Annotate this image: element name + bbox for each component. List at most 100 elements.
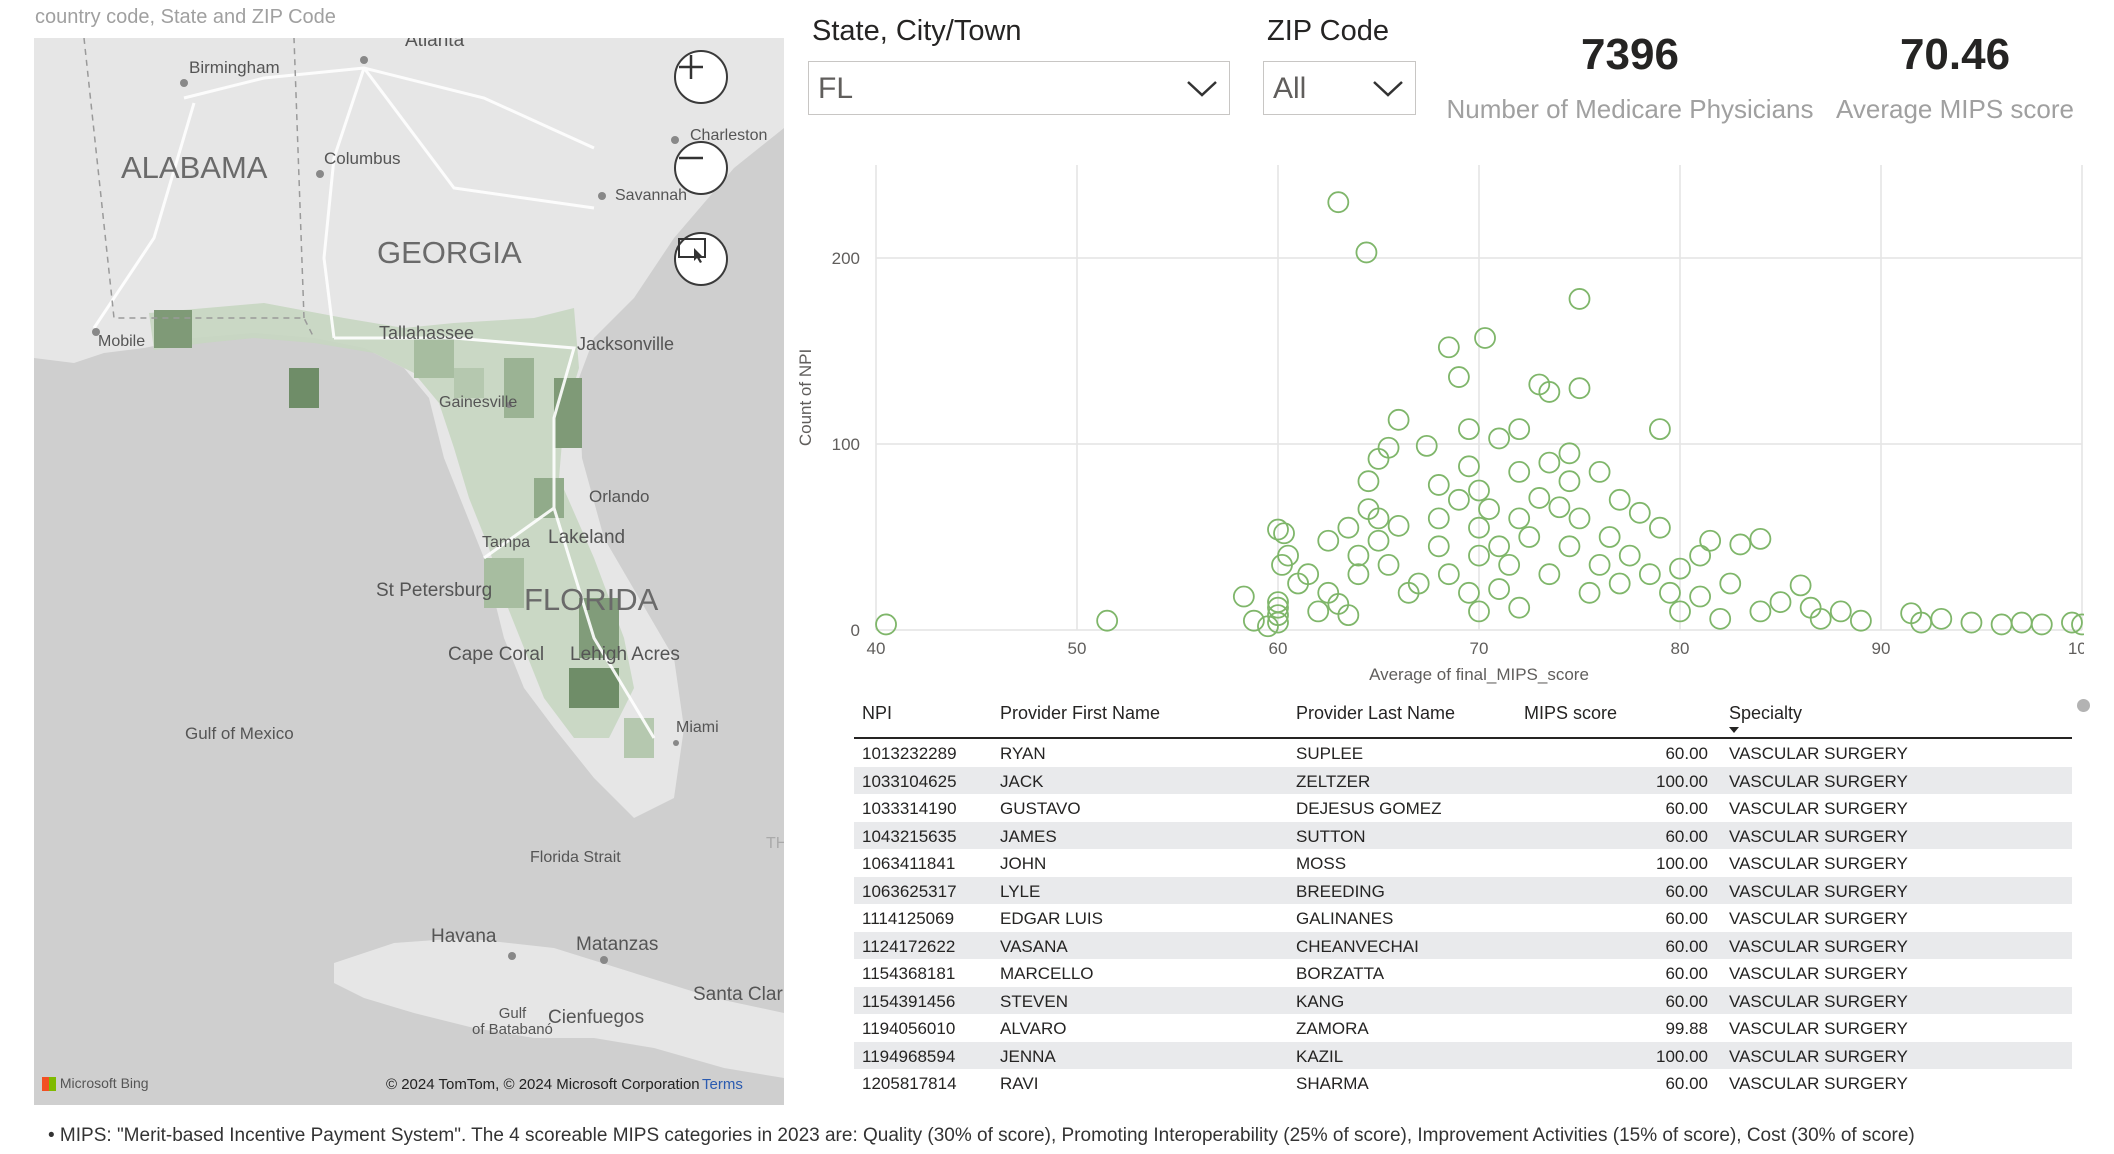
scatter-point[interactable] xyxy=(1789,574,1812,597)
scatter-point[interactable] xyxy=(1829,600,1852,623)
scatter-point[interactable] xyxy=(1488,427,1510,450)
scatter-point[interactable] xyxy=(1347,544,1370,567)
scatter-point[interactable] xyxy=(1488,578,1510,600)
scatter-point[interactable] xyxy=(1377,553,1400,576)
table-row[interactable]: 1033104625 JACK ZELTZER 100.00 VASCULAR SURG… xyxy=(854,766,2072,794)
scatter-point[interactable] xyxy=(1377,436,1400,459)
scatter-point[interactable] xyxy=(1317,529,1340,552)
scatter-point[interactable] xyxy=(1538,563,1561,586)
scatter-point[interactable] xyxy=(2030,613,2053,636)
scatter-point[interactable] xyxy=(1357,470,1380,493)
scatter-point[interactable] xyxy=(1689,585,1711,608)
scatter-point[interactable] xyxy=(1468,544,1490,567)
select-area-button[interactable] xyxy=(674,232,728,286)
scatter-point[interactable] xyxy=(875,613,897,636)
scatter-point[interactable] xyxy=(1468,516,1490,539)
table-row[interactable]: 1063411841 JOHN MOSS 100.00 VASCULAR SURGERY xyxy=(854,849,2072,877)
scatter-point[interactable] xyxy=(1448,488,1470,511)
scatter-point[interactable] xyxy=(1508,507,1531,530)
scatter-point[interactable] xyxy=(1297,563,1320,586)
scatter-point[interactable] xyxy=(1498,553,1521,576)
scatter-point[interactable] xyxy=(1273,522,1295,545)
scatter-point[interactable] xyxy=(1427,507,1450,530)
scatter-point[interactable] xyxy=(1367,529,1390,552)
scatter-point[interactable] xyxy=(2071,613,2084,636)
table-row[interactable]: 1063625317 LYLE BREEDING 60.00 VASCULAR SURG… xyxy=(854,876,2072,904)
scatter-point[interactable] xyxy=(1232,585,1255,608)
scatter-point[interactable] xyxy=(1719,572,1742,595)
scatter-point[interactable] xyxy=(1659,581,1681,604)
scatter-point[interactable] xyxy=(1458,418,1480,441)
scatter-point[interactable] xyxy=(1568,377,1591,400)
scatter-point[interactable] xyxy=(1990,613,2013,636)
table-row[interactable]: 1154391456 STEVEN KANG 60.00 VASCULAR SURGER… xyxy=(854,986,2072,1014)
scatter-point[interactable] xyxy=(1488,535,1510,558)
scatter-point[interactable] xyxy=(1367,507,1390,530)
table-row[interactable]: 1194968594 JENNA KAZIL 100.00 VASCULAR SURGE… xyxy=(854,1041,2072,1069)
scatter-point[interactable] xyxy=(1448,366,1470,388)
scatter-point[interactable] xyxy=(1769,591,1792,614)
scatter-point[interactable] xyxy=(1327,191,1350,214)
scatter-point[interactable] xyxy=(1508,596,1531,619)
scatter-point[interactable] xyxy=(1337,604,1360,627)
scatter-point[interactable] xyxy=(1415,434,1438,457)
scatter-point[interactable] xyxy=(1669,600,1691,623)
scatter-point[interactable] xyxy=(1588,553,1611,576)
table-row[interactable]: 1043215635 JAMES SUTTON 60.00 VASCULAR SURGE… xyxy=(854,821,2072,849)
scatter-point[interactable] xyxy=(1458,581,1480,604)
scatter-point[interactable] xyxy=(1468,600,1490,623)
scatter-point[interactable] xyxy=(1337,516,1360,539)
scatter-point[interactable] xyxy=(1669,557,1691,580)
scatter-point[interactable] xyxy=(1267,596,1289,619)
zoom-out-button[interactable] xyxy=(674,141,728,195)
table-row[interactable]: 1033314190 GUSTAVO DEJESUS GOMEZ 60.00 VASCU… xyxy=(854,794,2072,822)
scatter-point[interactable] xyxy=(1850,609,1872,632)
scatter-point[interactable] xyxy=(1387,514,1410,537)
column-header-last-name[interactable]: Provider Last Name xyxy=(1296,703,1456,723)
table-row[interactable]: 1013232289 RYAN SUPLEE 60.00 VASCULAR SURGER… xyxy=(854,739,2072,767)
state-city-dropdown[interactable]: FL xyxy=(808,61,1230,115)
map-visual[interactable]: Atlanta Birmingham ALABAMA Columbus GEOR… xyxy=(34,38,784,1105)
scatter-point[interactable] xyxy=(1608,572,1631,595)
table-row[interactable]: 1205817814 RAVI SHARMA 60.00 VASCULAR SURGER… xyxy=(854,1069,2072,1097)
scatter-point[interactable] xyxy=(1355,241,1378,264)
column-header-specialty[interactable]: Specialty xyxy=(1729,703,1803,723)
scatter-point[interactable] xyxy=(1558,535,1581,558)
scatter-point[interactable] xyxy=(1267,591,1289,614)
scatter-point[interactable] xyxy=(1608,488,1631,511)
scatter-point[interactable] xyxy=(1387,408,1410,431)
scatter-point[interactable] xyxy=(1558,442,1581,465)
zoom-in-button[interactable] xyxy=(674,50,728,104)
scatter-point[interactable] xyxy=(1548,496,1571,519)
map-canvas[interactable] xyxy=(34,38,784,1105)
scatter-point[interactable] xyxy=(1437,336,1460,359)
scatter-point[interactable] xyxy=(1638,563,1661,586)
scatter-point[interactable] xyxy=(1538,381,1561,403)
mips-scatter-chart[interactable]: 40 50 60 70 80 90 100 0 100 200 Average of final_M… xyxy=(794,150,2084,690)
scatter-point[interactable] xyxy=(1699,529,1722,552)
scatter-point[interactable] xyxy=(1508,418,1531,441)
scatter-point[interactable] xyxy=(1267,604,1289,627)
scatter-point[interactable] xyxy=(1598,526,1621,548)
scatter-point[interactable] xyxy=(1568,288,1591,310)
scatter-point[interactable] xyxy=(1588,460,1611,483)
scatter-point[interactable] xyxy=(1468,479,1490,502)
scatter-point[interactable] xyxy=(1267,518,1289,541)
column-header-first-name[interactable]: Provider First Name xyxy=(1000,703,1161,723)
column-header-npi[interactable]: NPI xyxy=(862,703,893,723)
column-header-mips-score[interactable]: MIPS score xyxy=(1524,703,1618,723)
scatter-point[interactable] xyxy=(1427,535,1450,558)
scatter-point[interactable] xyxy=(1096,609,1119,632)
table-row[interactable]: 1154368181 MARCELLO BORZATTA 60.00 VASCULAR … xyxy=(854,959,2072,987)
scatter-point[interactable] xyxy=(1347,563,1370,586)
scatter-point[interactable] xyxy=(1649,516,1671,539)
scatter-point[interactable] xyxy=(1809,607,1832,630)
scatter-point[interactable] xyxy=(1277,544,1299,567)
table-row[interactable]: 1124172622 VASANA CHEANVECHAI 60.00 VASCULAR… xyxy=(854,931,2072,959)
scatter-point[interactable] xyxy=(1427,474,1450,496)
table-row[interactable]: 1114125069 EDGAR LUIS GALINANES 60.00 VASCUL… xyxy=(854,904,2072,932)
scatter-point[interactable] xyxy=(1474,327,1496,349)
scatter-point[interactable] xyxy=(1568,507,1591,530)
scatter-point[interactable] xyxy=(1578,581,1601,604)
scatter-point[interactable] xyxy=(1307,600,1330,623)
